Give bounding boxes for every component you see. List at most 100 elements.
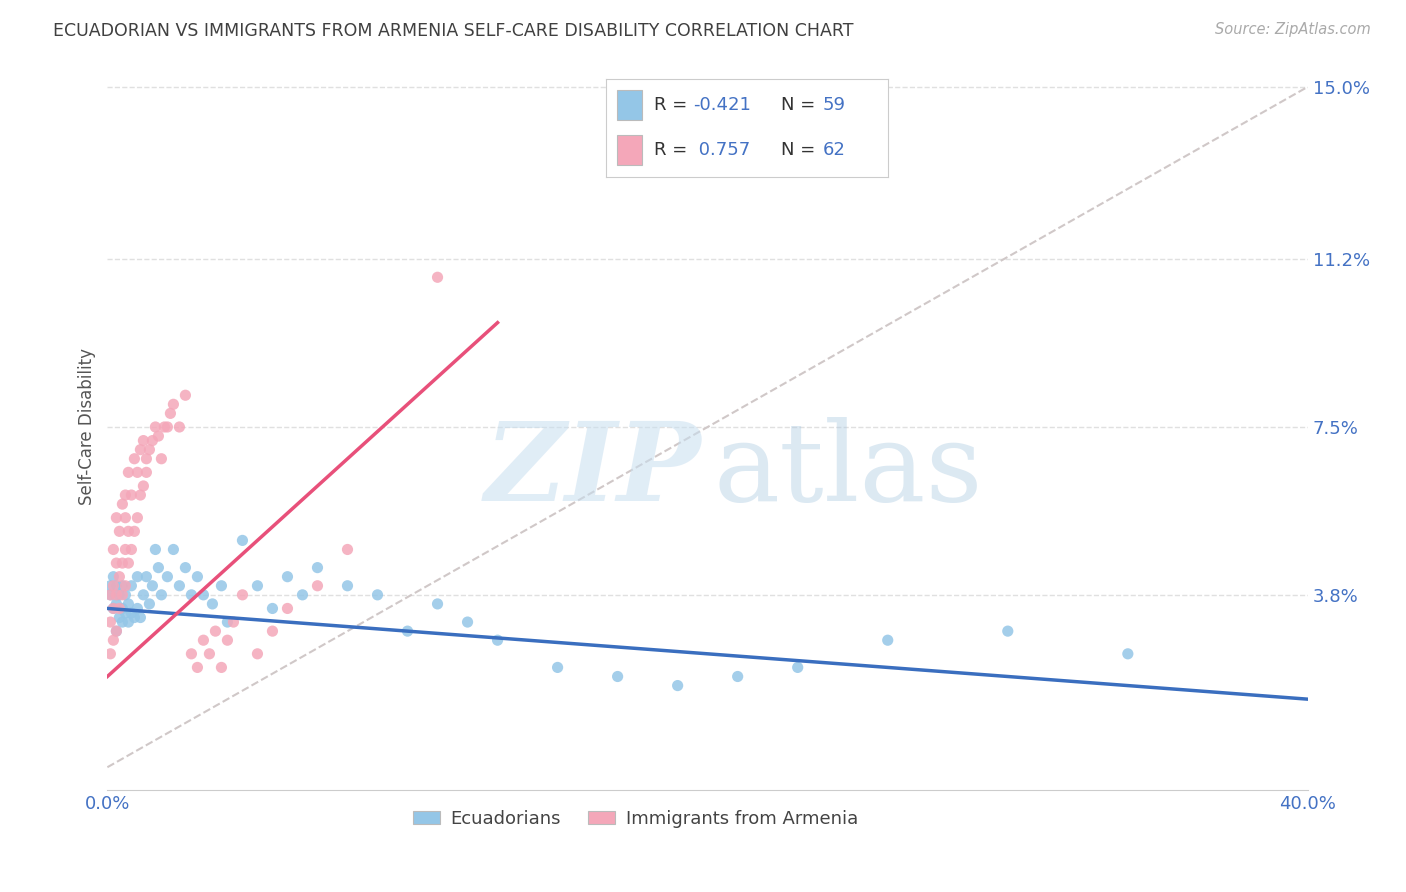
Point [103,579,125,593]
Text: ZIP: ZIP [485,417,702,524]
Point [117,524,139,539]
Point [111,556,134,570]
Point [120,488,142,502]
Point [127,510,149,524]
Point [174,560,197,574]
Point [100,588,122,602]
Y-axis label: Self-Care Disability: Self-Care Disability [79,349,96,506]
Point [111,497,134,511]
Point [150,588,173,602]
Point [153,420,176,434]
Point [117,615,139,629]
Point [156,420,179,434]
Point [108,588,131,602]
Point [132,588,155,602]
Point [105,510,128,524]
Point [103,601,125,615]
Point [103,570,125,584]
Point [174,388,197,402]
Point [105,588,128,602]
Point [198,647,221,661]
Point [145,542,167,557]
Point [103,633,125,648]
Point [132,479,155,493]
Point [117,597,139,611]
Point [114,588,136,602]
Point [606,669,628,683]
Point [100,615,122,629]
Point [396,624,419,639]
Point [127,466,149,480]
Point [457,615,479,629]
Point [135,451,157,466]
Point [262,624,284,639]
Point [138,442,160,457]
Point [148,560,170,574]
Point [108,601,131,615]
Point [186,660,208,674]
Point [162,542,184,557]
Point [262,601,284,615]
Point [336,542,359,557]
Point [276,601,298,615]
Point [103,601,125,615]
Point [307,560,329,574]
Point [135,570,157,584]
Point [105,624,128,639]
Text: atlas: atlas [714,417,983,524]
Point [108,524,131,539]
Point [114,606,136,620]
Point [366,588,388,602]
Point [193,633,215,648]
Point [127,570,149,584]
Point [156,570,179,584]
Point [117,466,139,480]
Point [1116,647,1139,661]
Point [169,579,191,593]
Point [217,633,239,648]
Point [209,660,232,674]
Point [117,556,139,570]
Point [105,556,128,570]
Point [159,406,181,420]
Point [120,542,142,557]
Point [138,597,160,611]
Point [141,434,163,448]
Point [111,579,134,593]
Point [120,606,142,620]
Point [124,451,146,466]
Point [217,615,239,629]
Point [148,429,170,443]
Point [105,624,128,639]
Point [114,510,136,524]
Point [231,533,253,548]
Point [201,597,224,611]
Point [204,624,226,639]
Point [246,579,269,593]
Point [111,615,134,629]
Point [291,588,314,602]
Text: Source: ZipAtlas.com: Source: ZipAtlas.com [1215,22,1371,37]
Point [150,451,173,466]
Point [209,579,232,593]
Point [547,660,569,674]
Point [336,579,359,593]
Point [997,624,1019,639]
Point [246,647,269,661]
Point [193,588,215,602]
Point [114,542,136,557]
Point [141,579,163,593]
Point [145,420,167,434]
Point [169,420,191,434]
Point [129,442,152,457]
Point [108,610,131,624]
Point [786,660,808,674]
Point [307,579,329,593]
Point [162,397,184,411]
Point [108,570,131,584]
Point [124,610,146,624]
Point [876,633,898,648]
Point [486,633,509,648]
Point [186,570,208,584]
Point [114,488,136,502]
